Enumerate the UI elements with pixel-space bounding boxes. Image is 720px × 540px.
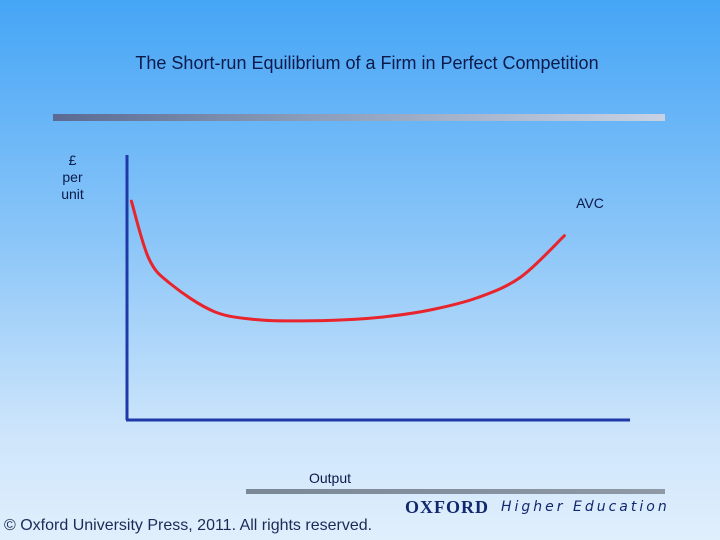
x-axis-label: Output [308,470,352,486]
series-layer [129,199,566,323]
series-label-avc: AVC [576,195,604,211]
series-line-avc [129,199,566,323]
slide-title: The Short-run Equilibrium of a Firm in P… [135,53,599,73]
footer-divider [246,489,665,494]
y-axis-label: £ per unit [50,152,95,203]
y-axis-label-line: unit [61,186,84,202]
y-axis-label-line: £ [68,152,77,168]
copyright-text: © Oxford University Press, 2011. All rig… [4,517,373,534]
y-axis-label-line: per [62,169,83,185]
publisher-logo: OXFORD Higher Education [405,496,670,518]
title-divider [53,114,665,121]
logo-higher-education-text: Higher Education [501,499,670,515]
logo-oxford-text: OXFORD [405,496,489,517]
